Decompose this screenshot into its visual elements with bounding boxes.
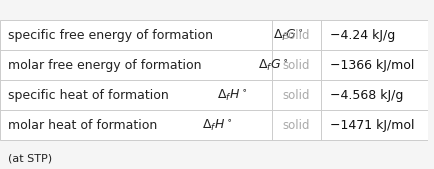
Bar — [0, 20, 427, 140]
Text: $\Delta_f G^\circ$: $\Delta_f G^\circ$ — [273, 28, 303, 43]
Text: solid: solid — [282, 119, 309, 132]
Text: solid: solid — [282, 59, 309, 72]
Text: specific free energy of formation: specific free energy of formation — [8, 29, 216, 42]
Text: molar heat of formation: molar heat of formation — [8, 119, 161, 132]
Text: solid: solid — [282, 29, 309, 42]
Text: molar free energy of formation: molar free energy of formation — [8, 59, 205, 72]
Text: $\Delta_f H^\circ$: $\Delta_f H^\circ$ — [217, 88, 247, 103]
Text: −1471 kJ/mol: −1471 kJ/mol — [329, 119, 413, 132]
Text: −4.568 kJ/g: −4.568 kJ/g — [329, 89, 402, 102]
Text: specific heat of formation: specific heat of formation — [8, 89, 172, 102]
Text: $\Delta_f H^\circ$: $\Delta_f H^\circ$ — [202, 118, 232, 133]
Text: −4.24 kJ/g: −4.24 kJ/g — [329, 29, 394, 42]
Text: −1366 kJ/mol: −1366 kJ/mol — [329, 59, 413, 72]
Text: solid: solid — [282, 89, 309, 102]
Text: (at STP): (at STP) — [8, 154, 52, 164]
Text: $\Delta_f G^\circ$: $\Delta_f G^\circ$ — [258, 58, 288, 73]
